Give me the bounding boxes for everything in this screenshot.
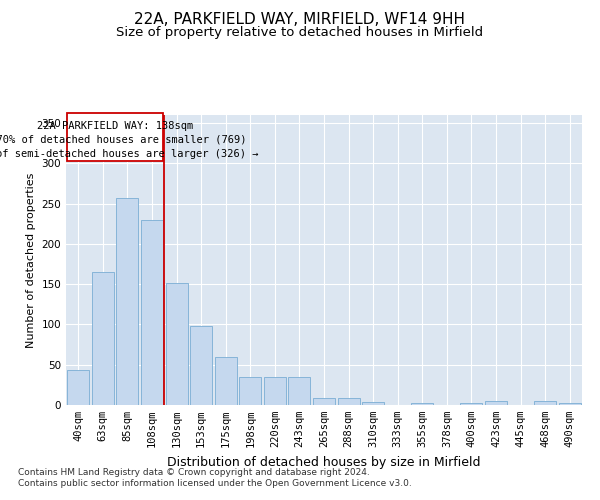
Y-axis label: Number of detached properties: Number of detached properties (26, 172, 36, 348)
Text: Size of property relative to detached houses in Mirfield: Size of property relative to detached ho… (116, 26, 484, 39)
Bar (289, 377, 310, 405)
Bar (116, 198, 139, 405)
Bar (215, 356, 237, 405)
Bar (460, 402, 482, 405)
Text: 22A PARKFIELD WAY: 138sqm
← 70% of detached houses are smaller (769)
30% of semi: 22A PARKFIELD WAY: 138sqm ← 70% of detac… (0, 120, 259, 158)
Bar (67, 370, 89, 405)
Bar (534, 401, 556, 405)
Bar (313, 398, 335, 405)
Bar (239, 377, 262, 405)
Bar (190, 326, 212, 405)
Bar (166, 282, 188, 405)
FancyBboxPatch shape (67, 114, 163, 161)
Bar (559, 404, 581, 405)
Bar (141, 220, 163, 405)
Bar (92, 272, 114, 405)
X-axis label: Distribution of detached houses by size in Mirfield: Distribution of detached houses by size … (167, 456, 481, 468)
Bar (411, 402, 433, 405)
Bar (485, 401, 507, 405)
Bar (338, 398, 359, 405)
Text: Contains HM Land Registry data © Crown copyright and database right 2024.
Contai: Contains HM Land Registry data © Crown c… (18, 468, 412, 487)
Text: 22A, PARKFIELD WAY, MIRFIELD, WF14 9HH: 22A, PARKFIELD WAY, MIRFIELD, WF14 9HH (134, 12, 466, 28)
Bar (264, 377, 286, 405)
Bar (362, 402, 384, 405)
